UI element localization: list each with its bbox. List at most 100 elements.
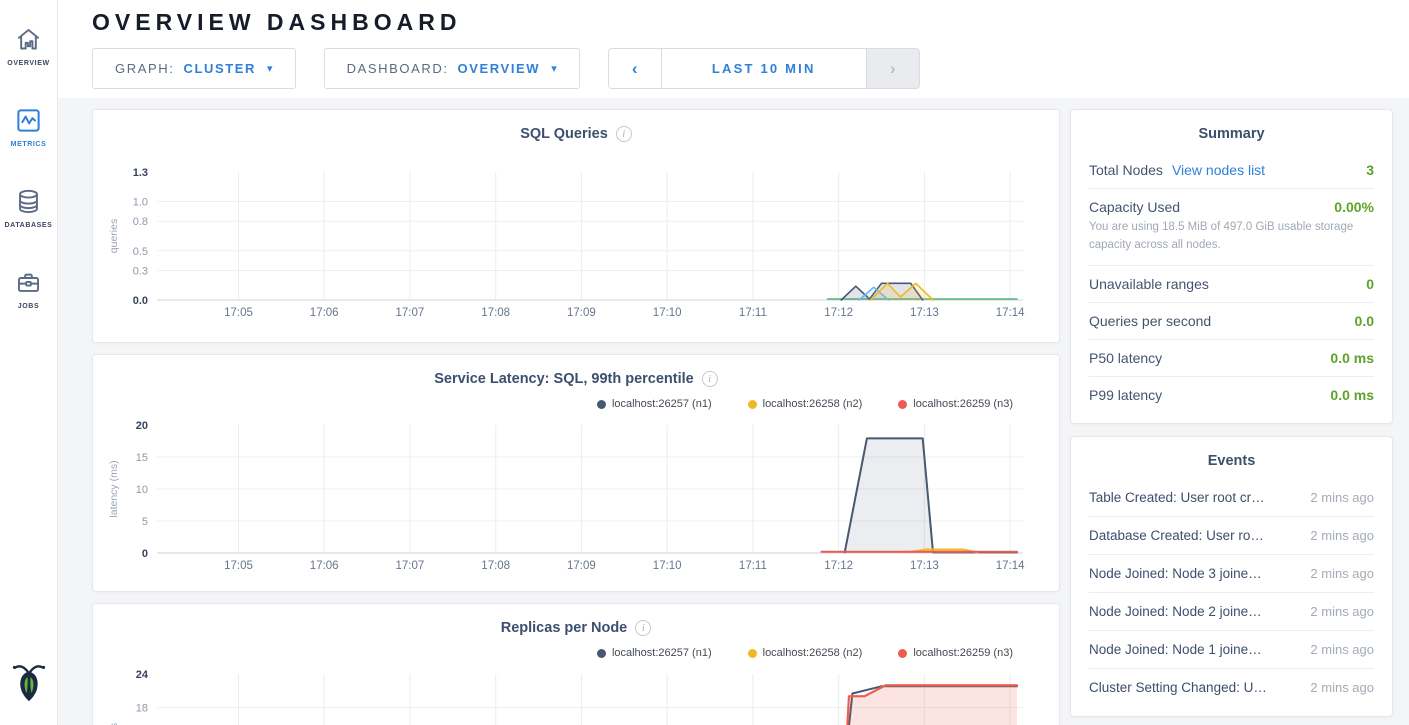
events-panel: Events Table Created: User root cr… 2 min… <box>1070 435 1393 717</box>
metrics-pulse-icon <box>17 108 40 132</box>
chart-title: Replicas per Node <box>500 620 628 636</box>
event-text: Node Joined: Node 1 joine… <box>1089 641 1262 657</box>
legend-item[interactable]: localhost:26257 (n1) <box>596 647 712 659</box>
dashboard-dropdown-value: OVERVIEW <box>457 61 541 76</box>
summary-row-value: 3 <box>1366 162 1374 178</box>
sidebar-item-metrics[interactable]: METRICS <box>0 91 58 163</box>
graph-dropdown-label: GRAPH: <box>115 61 175 76</box>
event-row[interactable]: Node Joined: Node 1 joine… 2 mins ago <box>1089 629 1374 668</box>
svg-text:17:11: 17:11 <box>739 560 767 572</box>
dashboard-controls: GRAPH: CLUSTER ▾ DASHBOARD: OVERVIEW ▾ ‹… <box>92 48 1393 89</box>
svg-text:17:12: 17:12 <box>824 560 853 572</box>
svg-text:1.3: 1.3 <box>133 167 148 179</box>
legend-item[interactable]: localhost:26259 (n3) <box>898 647 1013 659</box>
chevron-down-icon: ▾ <box>551 63 557 75</box>
svg-text:latency (ms): latency (ms) <box>108 460 120 517</box>
sidebar: OVERVIEW METRICS DATABASES JOBS <box>0 0 58 725</box>
chart-title: SQL Queries <box>520 126 608 142</box>
chart-replicas-per-node: Replicas per Node i localhost:26257 (n1)… <box>92 603 1060 725</box>
svg-text:24: 24 <box>136 669 149 681</box>
event-time: 2 mins ago <box>1310 679 1374 695</box>
summary-row-label: Total Nodes View nodes list <box>1089 162 1266 178</box>
database-icon <box>19 189 38 213</box>
svg-text:17:05: 17:05 <box>224 560 253 572</box>
summary-row-label: P99 latency <box>1089 386 1163 403</box>
briefcase-icon <box>17 273 40 292</box>
sidebar-item-databases[interactable]: DATABASES <box>0 172 58 244</box>
event-row[interactable]: Cluster Setting Changed: U… 2 mins ago <box>1089 667 1374 706</box>
graph-dropdown[interactable]: GRAPH: CLUSTER ▾ <box>92 48 296 89</box>
svg-text:17:13: 17:13 <box>910 307 939 319</box>
event-time: 2 mins ago <box>1310 565 1374 581</box>
view-nodes-link[interactable]: View nodes list <box>1171 162 1266 178</box>
svg-text:17:10: 17:10 <box>653 307 682 319</box>
svg-text:17:13: 17:13 <box>910 560 939 572</box>
summary-row-label: Capacity Used <box>1089 199 1181 215</box>
chart-canvas: 0 5 10 15 20 17:05 17:06 17:07 17:08 17:09 17:10 17… <box>108 420 1025 572</box>
svg-text:20: 20 <box>136 420 148 432</box>
summary-row: P99 latency 0.0 ms <box>1089 375 1374 413</box>
legend-dot-icon <box>898 399 908 409</box>
svg-text:0: 0 <box>142 548 148 560</box>
chevron-left-icon: ‹ <box>631 58 638 78</box>
svg-text:0.3: 0.3 <box>133 266 148 278</box>
sidebar-item-overview[interactable]: OVERVIEW <box>0 10 58 82</box>
event-text: Cluster Setting Changed: U… <box>1089 679 1267 695</box>
svg-text:18: 18 <box>136 703 148 715</box>
event-row[interactable]: Database Created: User ro… 2 mins ago <box>1089 515 1374 554</box>
event-time: 2 mins ago <box>1310 489 1374 505</box>
svg-text:17:07: 17:07 <box>396 307 425 319</box>
legend-item[interactable]: localhost:26257 (n1) <box>596 398 712 410</box>
info-icon[interactable]: i <box>615 126 632 142</box>
event-row[interactable]: Node Joined: Node 3 joine… 2 mins ago <box>1089 553 1374 592</box>
cockroachdb-logo[interactable] <box>10 660 48 711</box>
chart-canvas: 0.0 0.3 0.5 0.8 1.0 1.3 17:05 17:06 17:07 17:08 17… <box>108 167 1025 319</box>
event-text: Node Joined: Node 2 joine… <box>1089 603 1262 619</box>
svg-text:17:08: 17:08 <box>481 307 510 319</box>
charts-column: SQL Queries i 0.0 0.3 0.5 0.8 1.0 1.3 17:05 17:… <box>92 109 1060 725</box>
sidebar-item-jobs[interactable]: JOBS <box>0 253 58 325</box>
svg-text:15: 15 <box>136 452 148 464</box>
legend-item[interactable]: localhost:26258 (n2) <box>747 398 862 410</box>
summary-row: Total Nodes View nodes list 3 <box>1089 152 1374 188</box>
svg-text:17:14: 17:14 <box>996 560 1025 572</box>
summary-row-value: 0.0 <box>1354 312 1374 329</box>
chart-legend: localhost:26257 (n1) localhost:26258 (n2)… <box>105 395 1047 413</box>
legend-dot-icon <box>747 399 757 409</box>
right-column: Summary Total Nodes View nodes list 3 Capac… <box>1070 109 1393 717</box>
svg-text:5: 5 <box>142 516 148 528</box>
svg-text:17:12: 17:12 <box>824 307 853 319</box>
legend-item[interactable]: localhost:26258 (n2) <box>747 647 862 659</box>
svg-text:17:06: 17:06 <box>310 560 339 572</box>
time-window-selector: ‹ LAST 10 MIN › <box>607 48 920 89</box>
svg-text:queries: queries <box>108 219 120 253</box>
summary-row-value: 0.0 ms <box>1330 386 1374 403</box>
summary-row-value: 0.00% <box>1334 199 1374 215</box>
dashboard-dropdown[interactable]: DASHBOARD: OVERVIEW ▾ <box>323 48 580 89</box>
sidebar-item-label: JOBS <box>17 302 40 310</box>
event-row[interactable]: Table Created: User root cr… 2 mins ago <box>1089 479 1374 516</box>
svg-text:17:09: 17:09 <box>567 307 596 319</box>
event-text: Table Created: User root cr… <box>1089 489 1265 505</box>
event-row[interactable]: Node Joined: Node 2 joine… 2 mins ago <box>1089 591 1374 630</box>
events-title: Events <box>1207 452 1256 469</box>
graph-dropdown-value: CLUSTER <box>183 61 257 76</box>
svg-text:1.0: 1.0 <box>133 197 148 209</box>
chart-service-latency: Service Latency: SQL, 99th percentile i … <box>92 354 1060 592</box>
dashboard-dropdown-label: DASHBOARD: <box>346 61 449 76</box>
time-next-button[interactable]: › <box>865 49 919 88</box>
legend-item[interactable]: localhost:26259 (n3) <box>898 398 1013 410</box>
summary-row: Queries per second 0.0 <box>1089 301 1374 339</box>
sidebar-item-label: METRICS <box>10 140 47 148</box>
info-icon[interactable]: i <box>635 620 652 636</box>
time-prev-button[interactable]: ‹ <box>608 49 662 88</box>
svg-text:17:14: 17:14 <box>996 307 1025 319</box>
chevron-down-icon: ▾ <box>267 63 273 75</box>
chart-plot-area: 0 5 10 15 20 17:05 17:06 17:07 17:08 17:09 17:10 17… <box>105 415 1047 579</box>
info-icon[interactable]: i <box>701 371 718 387</box>
svg-text:17:07: 17:07 <box>396 560 425 572</box>
chevron-right-icon: › <box>889 58 896 78</box>
time-range-button[interactable]: LAST 10 MIN <box>661 49 866 88</box>
svg-text:replicas: replicas <box>108 723 120 725</box>
event-text: Node Joined: Node 3 joine… <box>1089 565 1262 581</box>
